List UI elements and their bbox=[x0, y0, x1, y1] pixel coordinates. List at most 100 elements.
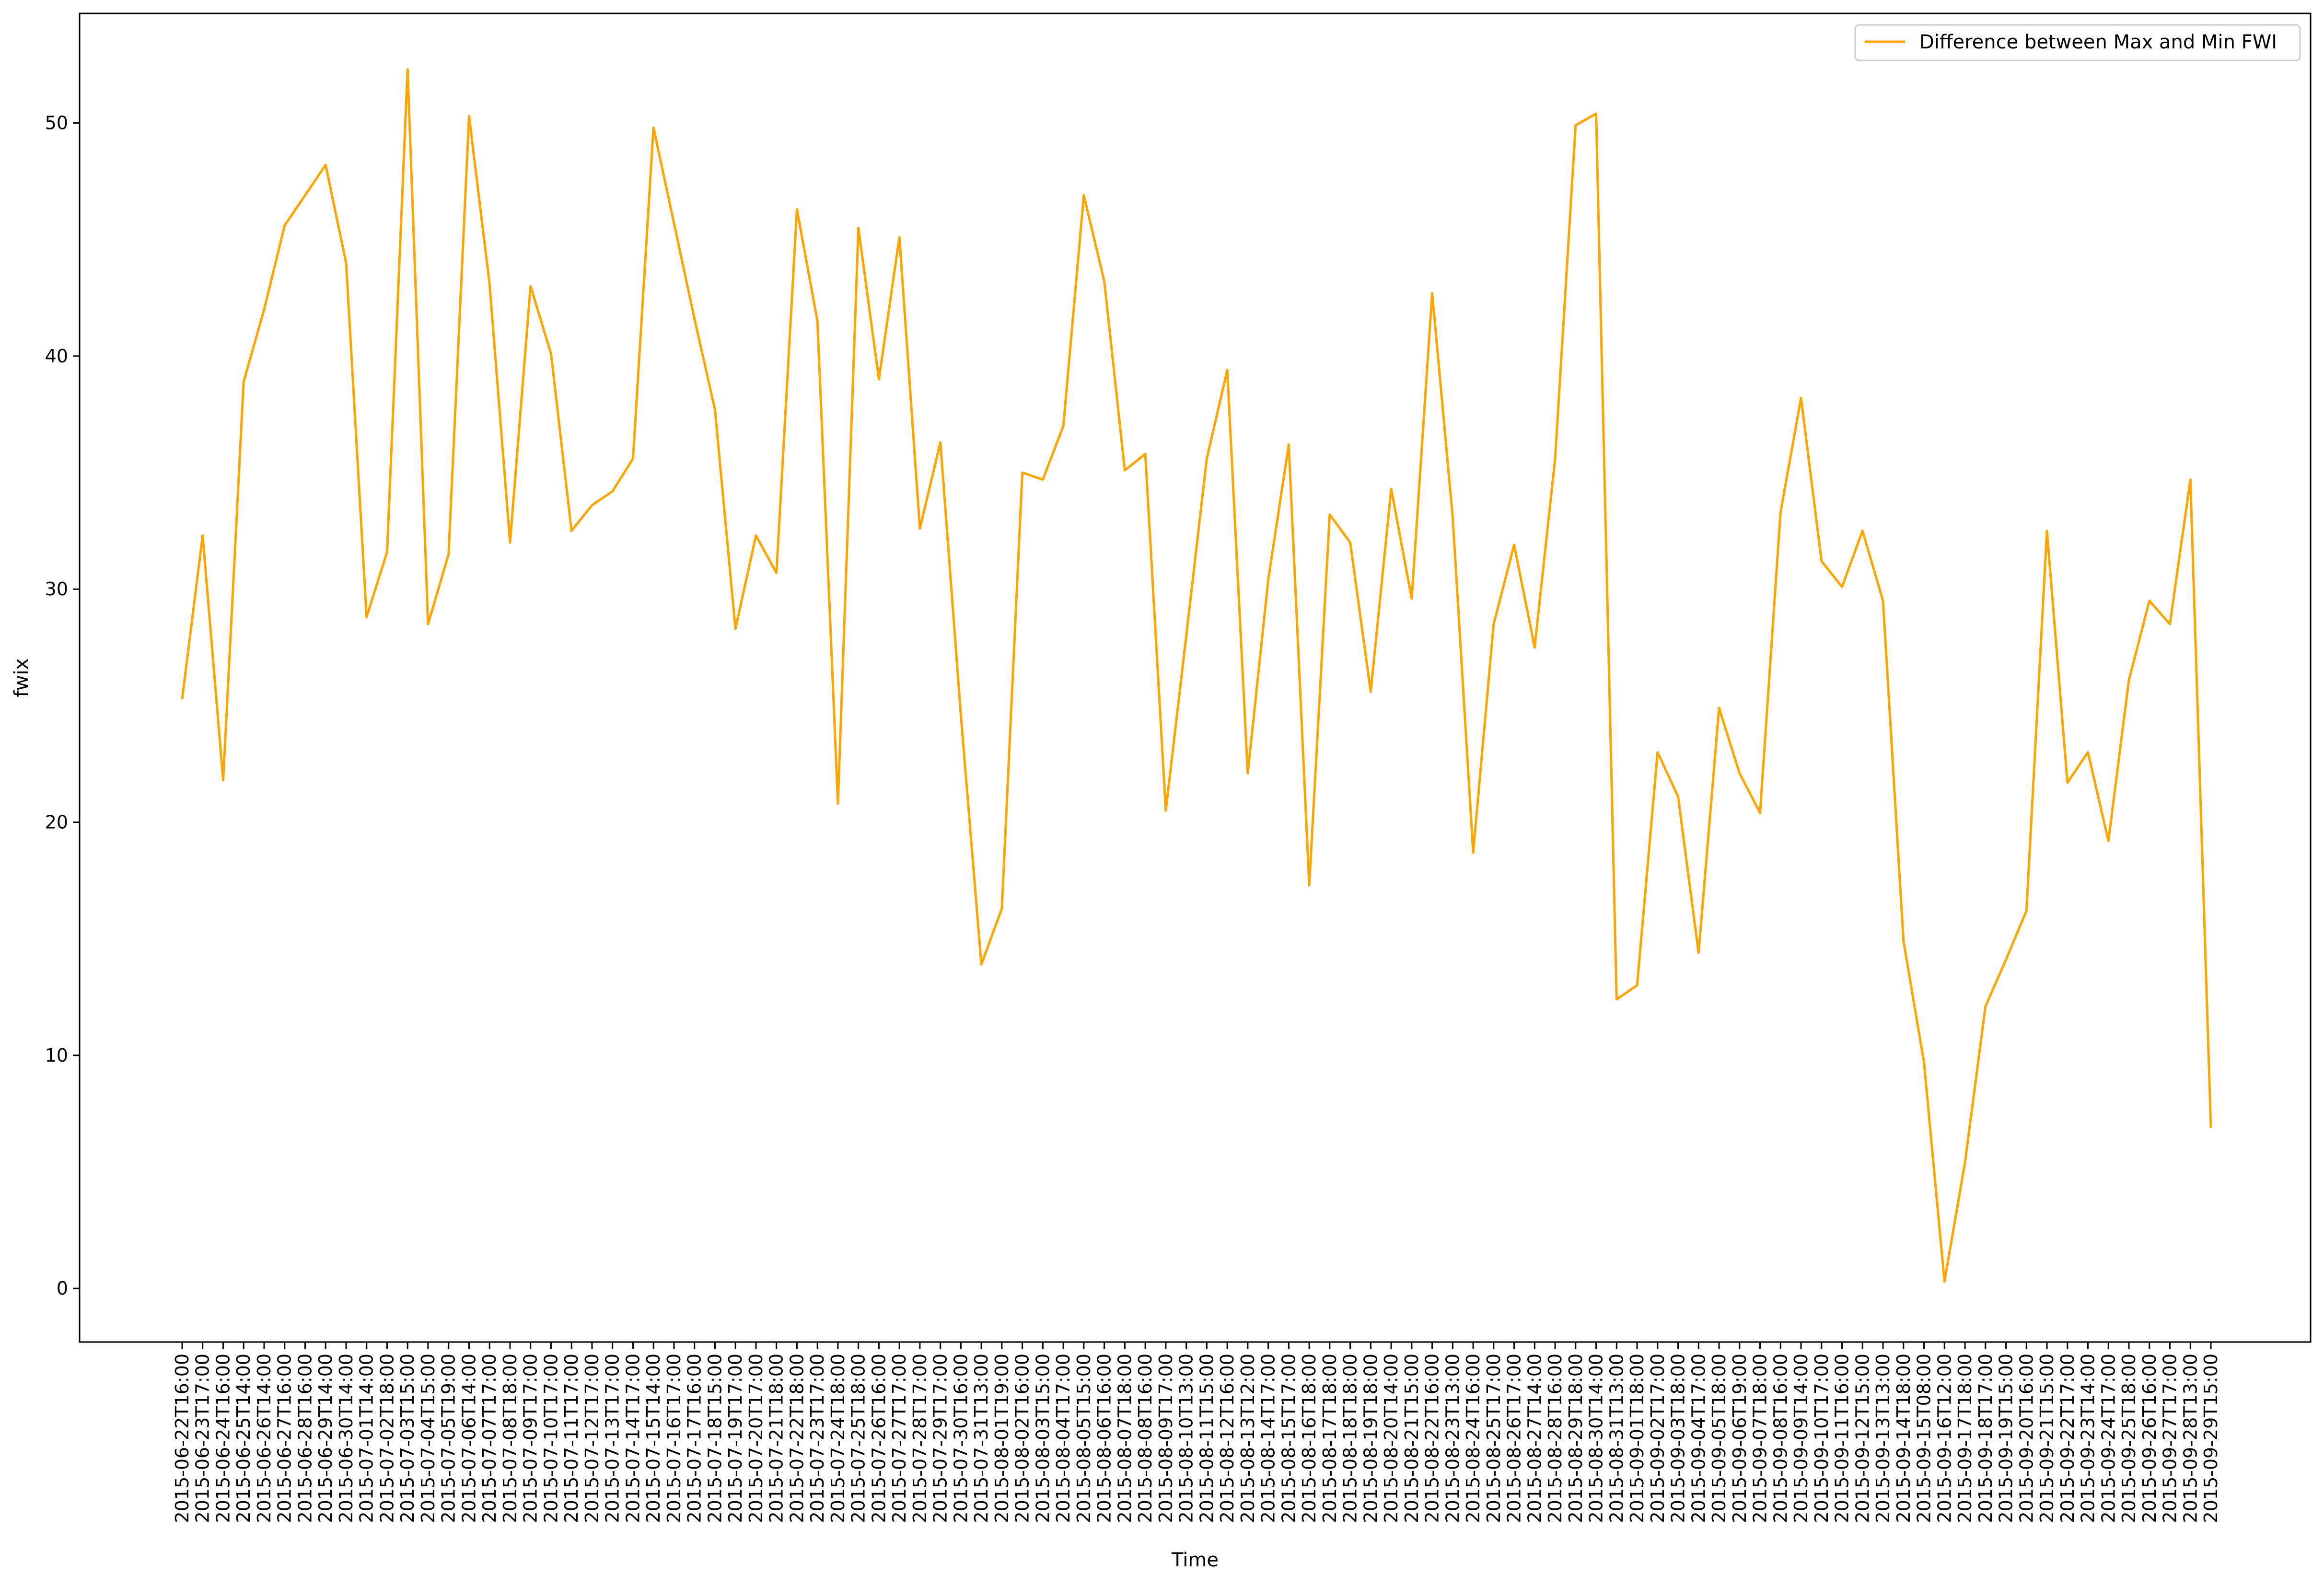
x-tick-label: 2015-07-27T17:00 bbox=[889, 1354, 910, 1523]
x-tick-label: 2015-09-29T15:00 bbox=[2200, 1354, 2221, 1523]
x-tick-label: 2015-09-14T18:00 bbox=[1893, 1354, 1914, 1523]
data-point bbox=[2107, 840, 2109, 842]
data-point bbox=[1943, 1281, 1945, 1283]
data-point bbox=[1370, 691, 1371, 693]
x-tick-label: 2015-08-19T18:00 bbox=[1360, 1354, 1381, 1523]
x-tick-label: 2015-09-04T17:00 bbox=[1688, 1354, 1709, 1523]
plot-frame bbox=[79, 12, 2312, 1343]
data-point bbox=[1985, 1006, 1987, 1007]
x-tick-label: 2015-08-01T19:00 bbox=[991, 1354, 1012, 1523]
x-tick-label: 2015-07-12T17:00 bbox=[581, 1354, 603, 1523]
data-point bbox=[1144, 453, 1146, 455]
data-point bbox=[468, 115, 470, 117]
x-tick-label: 2015-08-21T15:00 bbox=[1401, 1354, 1422, 1523]
x-tick-label: 2015-08-16T18:00 bbox=[1299, 1354, 1320, 1523]
x-tick-label: 2015-08-14T17:00 bbox=[1258, 1354, 1279, 1523]
data-point bbox=[345, 262, 347, 264]
x-axis-label: Time bbox=[1171, 1549, 1219, 1571]
x-tick-label: 2015-08-15T17:00 bbox=[1278, 1354, 1299, 1523]
x-tick-label: 2015-09-11T16:00 bbox=[1832, 1354, 1853, 1523]
data-point bbox=[1779, 511, 1781, 513]
data-point bbox=[632, 458, 634, 460]
x-tick-label: 2015-07-01T14:00 bbox=[356, 1354, 377, 1523]
data-point bbox=[1493, 623, 1495, 625]
data-point bbox=[386, 551, 388, 553]
data-point bbox=[1657, 752, 1659, 753]
data-point bbox=[2169, 623, 2171, 625]
x-tick-label: 2015-08-09T17:00 bbox=[1155, 1354, 1176, 1523]
data-point bbox=[1800, 397, 1802, 399]
x-tick-label: 2015-07-29T17:00 bbox=[930, 1354, 951, 1523]
x-tick-label: 2015-06-27T16:00 bbox=[274, 1354, 295, 1523]
x-tick-label: 2015-07-15T14:00 bbox=[643, 1354, 664, 1523]
data-point bbox=[1964, 1162, 1966, 1164]
x-tick-label: 2015-07-02T18:00 bbox=[376, 1354, 397, 1523]
x-tick-label: 2015-09-06T19:00 bbox=[1729, 1354, 1750, 1523]
data-point bbox=[1431, 292, 1433, 294]
data-point bbox=[1554, 458, 1556, 460]
x-tick-label: 2015-08-08T16:00 bbox=[1135, 1354, 1156, 1523]
x-tick-label: 2015-08-04T17:00 bbox=[1053, 1354, 1074, 1523]
data-point bbox=[2189, 479, 2191, 481]
x-tick-label: 2015-07-07T17:00 bbox=[479, 1354, 500, 1523]
data-point bbox=[694, 318, 696, 320]
x-tick-label: 2015-07-31T13:00 bbox=[971, 1354, 992, 1523]
x-tick-label: 2015-07-19T17:00 bbox=[725, 1354, 746, 1523]
x-tick-label: 2015-08-31T13:00 bbox=[1606, 1354, 1627, 1523]
data-point bbox=[652, 127, 654, 128]
x-tick-label: 2015-09-15T08:00 bbox=[1914, 1354, 1935, 1523]
data-point bbox=[1104, 280, 1105, 282]
x-tick-label: 2015-07-10T17:00 bbox=[540, 1354, 561, 1523]
x-tick-label: 2015-08-17T18:00 bbox=[1319, 1354, 1340, 1523]
data-point bbox=[530, 285, 532, 287]
data-point bbox=[1697, 952, 1699, 954]
data-point bbox=[960, 714, 962, 716]
y-tick-label: 40 bbox=[45, 346, 68, 367]
data-point bbox=[2025, 910, 2027, 912]
data-point bbox=[284, 225, 286, 227]
data-point bbox=[325, 164, 326, 166]
x-tick-label: 2015-08-06T16:00 bbox=[1094, 1354, 1115, 1523]
marks-layer bbox=[181, 68, 2212, 1283]
x-tick-label: 2015-06-24T16:00 bbox=[212, 1354, 233, 1523]
data-point bbox=[2149, 600, 2150, 602]
data-point bbox=[1882, 600, 1884, 602]
x-tick-label: 2015-09-08T16:00 bbox=[1770, 1354, 1791, 1523]
x-tick-label: 2015-07-14T17:00 bbox=[622, 1354, 643, 1523]
y-tick-label: 20 bbox=[45, 812, 68, 833]
x-tick-label: 2015-07-23T17:00 bbox=[807, 1354, 828, 1523]
x-tick-label: 2015-08-24T16:00 bbox=[1463, 1354, 1484, 1523]
data-point bbox=[940, 441, 941, 443]
x-tick-label: 2015-08-26T17:00 bbox=[1504, 1354, 1525, 1523]
legend-box bbox=[1854, 24, 2301, 61]
x-tick-label: 2015-09-01T18:00 bbox=[1627, 1354, 1648, 1523]
x-tick-label: 2015-08-10T13:00 bbox=[1176, 1354, 1197, 1523]
x-tick-label: 2015-08-18T18:00 bbox=[1340, 1354, 1361, 1523]
data-point bbox=[796, 208, 798, 210]
x-tick-label: 2015-08-13T12:00 bbox=[1237, 1354, 1258, 1523]
data-point bbox=[2005, 959, 2007, 961]
data-point bbox=[591, 504, 593, 506]
x-tick-label: 2015-09-26T16:00 bbox=[2139, 1354, 2160, 1523]
x-tick-label: 2015-06-26T14:00 bbox=[254, 1354, 275, 1523]
data-point bbox=[488, 283, 490, 285]
x-tick-label: 2015-07-06T14:00 bbox=[458, 1354, 479, 1523]
data-point bbox=[1739, 772, 1741, 774]
x-tick-label: 2015-09-23T14:00 bbox=[2078, 1354, 2099, 1523]
data-point bbox=[366, 616, 368, 618]
data-point bbox=[1288, 444, 1290, 446]
x-tick-label: 2015-07-21T18:00 bbox=[766, 1354, 787, 1523]
x-tick-label: 2015-07-11T17:00 bbox=[561, 1354, 582, 1523]
x-tick-label: 2015-08-29T18:00 bbox=[1565, 1354, 1586, 1523]
x-tick-label: 2015-09-17T18:00 bbox=[1954, 1354, 1975, 1523]
x-tick-label: 2015-06-30T14:00 bbox=[336, 1354, 357, 1523]
data-point bbox=[1923, 1061, 1925, 1063]
x-tick-label: 2015-07-18T15:00 bbox=[704, 1354, 725, 1523]
x-tick-label: 2015-06-25T14:00 bbox=[233, 1354, 254, 1523]
x-tick-label: 2015-07-24T18:00 bbox=[827, 1354, 848, 1523]
x-tick-label: 2015-09-24T17:00 bbox=[2098, 1354, 2119, 1523]
data-point bbox=[816, 320, 818, 322]
